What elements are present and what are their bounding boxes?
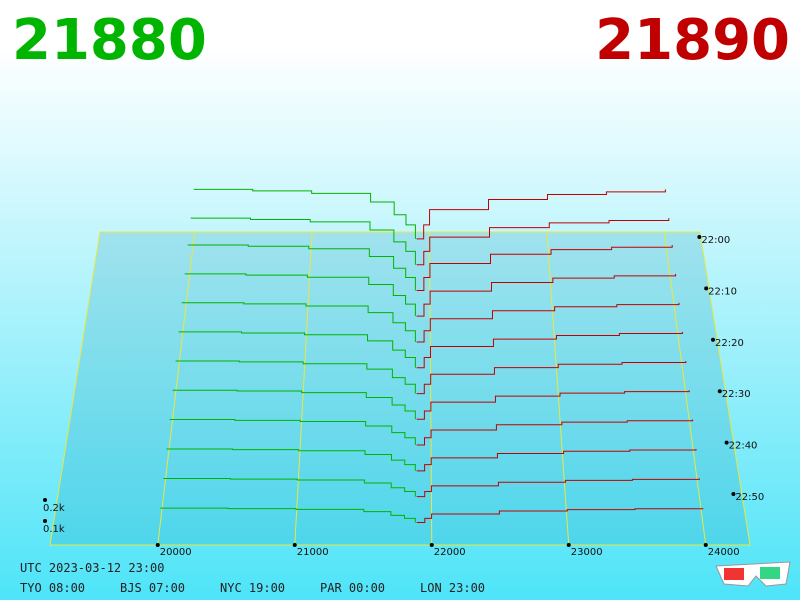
bid-price: 21880: [12, 8, 207, 73]
ask-depth-line: [416, 508, 704, 523]
ask-depth-line: [416, 218, 670, 266]
bid-depth-line: [184, 273, 416, 317]
time-tick-label: 22:30: [722, 389, 751, 400]
x-tick-label: 20000: [160, 547, 192, 558]
time-tick-label: 22:20: [715, 338, 744, 349]
bid-depth-line: [169, 419, 416, 445]
utc-time: UTC 2023-03-12 23:00: [20, 561, 165, 575]
grid-line: [157, 231, 196, 546]
city-clock: BJS 07:00: [120, 581, 185, 595]
ask-depth-line: [416, 478, 700, 498]
bid-depth-line: [166, 448, 416, 471]
city-clock: PAR 00:00: [320, 581, 385, 595]
bid-depth-line: [160, 507, 416, 523]
ask-depth-line: [416, 390, 690, 420]
time-tick-label: 22:40: [729, 441, 758, 452]
grid-line: [546, 231, 570, 546]
ask-depth-line: [416, 360, 687, 395]
ask-price: 21890: [595, 8, 790, 73]
bid-depth-line: [193, 188, 416, 239]
bid-depth-line: [178, 331, 416, 368]
floor: [49, 231, 751, 546]
grid-line: [294, 231, 313, 546]
grid-line: [429, 231, 433, 546]
city-clock: NYC 19:00: [220, 581, 285, 595]
bid-depth-line: [175, 360, 416, 394]
tick-mark: [704, 286, 709, 291]
bid-depth-line: [172, 389, 416, 420]
bid-depth-line: [190, 217, 416, 265]
bid-depth-line: [163, 478, 416, 497]
x-tick-label: 24000: [708, 547, 740, 558]
ask-depth-line: [416, 331, 683, 369]
time-tick-label: 22:50: [735, 492, 764, 503]
y-tick-label: 0.2k: [43, 503, 65, 514]
tick-mark: [697, 235, 702, 239]
tick-mark: [724, 440, 729, 445]
city-clock: LON 23:00: [420, 581, 485, 595]
tick-mark: [43, 498, 47, 502]
grid-line: [663, 231, 707, 546]
city-clock: TYO 08:00: [20, 581, 85, 595]
bid-depth-line: [181, 302, 416, 343]
y-tick-label: 0.1k: [43, 524, 65, 535]
tick-mark: [566, 543, 571, 547]
tick-mark: [717, 389, 722, 394]
tick-mark: [710, 337, 715, 342]
ask-depth-line: [416, 419, 694, 446]
ask-depth-line: [416, 302, 680, 343]
tick-mark: [429, 543, 434, 547]
time-tick-label: 22:10: [708, 286, 737, 297]
tick-mark: [731, 492, 736, 496]
x-tick-label: 21000: [297, 547, 329, 558]
ask-depth-line: [416, 244, 673, 291]
ask-depth-line: [416, 448, 697, 472]
tick-mark: [703, 543, 708, 547]
x-tick-label: 23000: [571, 547, 603, 558]
time-tick-label: 22:00: [701, 235, 730, 246]
ask-depth-line: [416, 189, 666, 240]
bid-depth-line: [187, 244, 416, 291]
tick-mark: [292, 543, 297, 547]
x-tick-label: 22000: [434, 547, 466, 558]
ask-depth-line: [416, 273, 677, 317]
tick-mark: [155, 543, 160, 547]
tick-mark: [43, 519, 47, 523]
glasses-icon: [715, 561, 791, 587]
